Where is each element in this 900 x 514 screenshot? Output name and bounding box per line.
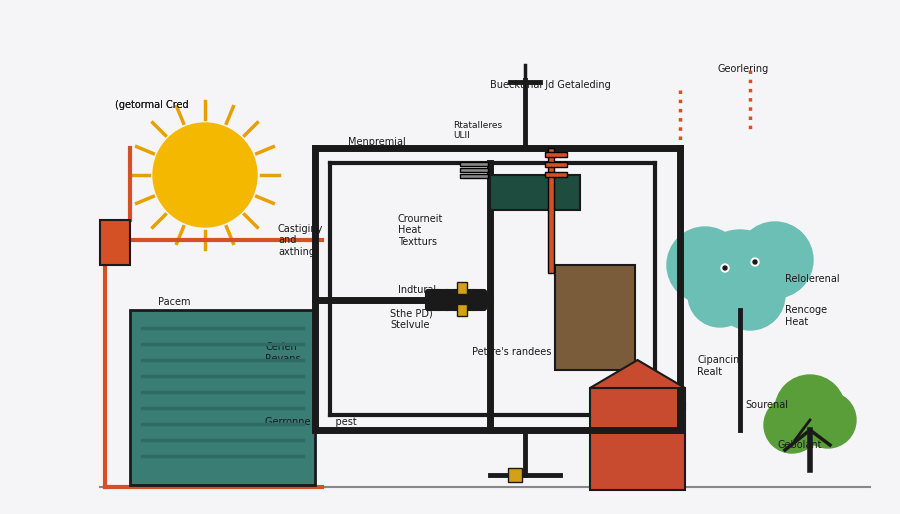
Text: Buecktmal Jd Getaleding: Buecktmal Jd Getaleding <box>490 80 611 90</box>
FancyBboxPatch shape <box>460 162 488 166</box>
Text: Indtural: Indtural <box>398 285 436 295</box>
Text: Cipancim
Realt: Cipancim Realt <box>697 355 742 377</box>
FancyBboxPatch shape <box>545 162 567 167</box>
FancyBboxPatch shape <box>444 290 459 310</box>
Text: Rencoge
Heat: Rencoge Heat <box>785 305 827 327</box>
Text: Georlering: Georlering <box>718 64 770 74</box>
Circle shape <box>800 392 856 448</box>
Circle shape <box>688 263 752 327</box>
FancyBboxPatch shape <box>471 290 486 310</box>
Circle shape <box>723 266 727 270</box>
FancyBboxPatch shape <box>545 152 567 157</box>
Text: Sourenal: Sourenal <box>745 400 788 410</box>
Text: Gerronne        pest: Gerronne pest <box>265 417 356 427</box>
Text: Menpremial: Menpremial <box>348 137 406 147</box>
FancyBboxPatch shape <box>545 172 567 177</box>
Circle shape <box>737 222 813 298</box>
Text: (getormal Cred: (getormal Cred <box>115 100 189 110</box>
Circle shape <box>715 260 785 330</box>
Circle shape <box>153 123 257 227</box>
Text: Castiginy
and
axthing: Castiginy and axthing <box>278 224 323 257</box>
Polygon shape <box>590 360 685 388</box>
Text: Rtatalleres
ULII: Rtatalleres ULII <box>453 121 502 140</box>
FancyBboxPatch shape <box>490 175 580 210</box>
Circle shape <box>751 258 759 266</box>
FancyBboxPatch shape <box>548 148 554 273</box>
FancyBboxPatch shape <box>435 290 450 310</box>
Text: Pettre's randees: Pettre's randees <box>472 347 552 357</box>
Text: Relolerenal: Relolerenal <box>785 274 840 284</box>
FancyBboxPatch shape <box>457 282 467 294</box>
Circle shape <box>775 375 845 445</box>
FancyBboxPatch shape <box>426 290 441 310</box>
FancyBboxPatch shape <box>555 265 635 370</box>
Circle shape <box>695 230 785 320</box>
Circle shape <box>667 227 743 303</box>
Circle shape <box>721 264 729 272</box>
Text: Pacem: Pacem <box>158 297 191 307</box>
FancyBboxPatch shape <box>460 168 488 172</box>
FancyBboxPatch shape <box>590 388 685 490</box>
Text: Cerlen
Revans: Cerlen Revans <box>265 342 301 364</box>
FancyBboxPatch shape <box>453 290 468 310</box>
Circle shape <box>764 397 820 453</box>
FancyBboxPatch shape <box>460 174 488 178</box>
FancyBboxPatch shape <box>100 220 130 265</box>
FancyBboxPatch shape <box>457 304 467 316</box>
Text: Crourneit
Heat
Textturs: Crourneit Heat Textturs <box>398 214 444 247</box>
FancyBboxPatch shape <box>462 290 477 310</box>
Circle shape <box>753 260 757 264</box>
Text: Gebolant: Gebolant <box>778 440 823 450</box>
FancyBboxPatch shape <box>508 468 522 482</box>
Text: Sthe PD)
Stelvule: Sthe PD) Stelvule <box>390 308 433 330</box>
FancyBboxPatch shape <box>130 310 315 485</box>
Text: Saucktel
Het: Saucktel Het <box>645 402 687 424</box>
Text: (getormal Cred: (getormal Cred <box>115 100 189 110</box>
